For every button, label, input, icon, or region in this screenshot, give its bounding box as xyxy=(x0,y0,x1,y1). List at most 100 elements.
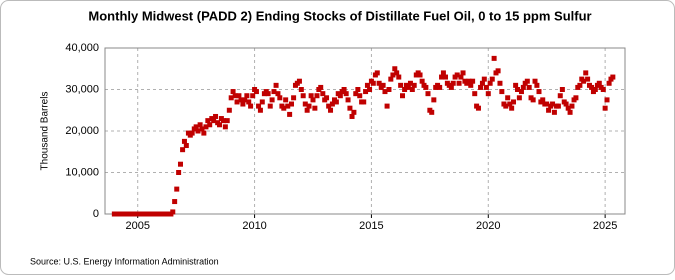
point xyxy=(509,105,515,111)
point xyxy=(425,91,431,97)
point xyxy=(439,74,445,80)
point xyxy=(230,89,236,95)
x-tick-label: 2025 xyxy=(593,220,617,232)
point xyxy=(472,91,478,97)
point xyxy=(269,97,275,103)
point xyxy=(246,99,252,105)
point xyxy=(565,105,571,111)
point xyxy=(390,72,396,78)
point xyxy=(242,97,248,103)
point xyxy=(283,97,289,103)
point xyxy=(423,84,429,90)
point xyxy=(551,109,557,115)
point xyxy=(417,72,423,78)
point xyxy=(298,87,304,92)
point xyxy=(341,87,347,92)
point xyxy=(238,97,244,103)
point xyxy=(328,107,334,113)
point xyxy=(592,87,598,92)
point xyxy=(211,118,217,124)
point xyxy=(217,122,223,128)
point xyxy=(181,138,187,144)
point xyxy=(534,82,540,88)
point xyxy=(347,105,353,111)
point xyxy=(364,82,370,88)
point xyxy=(491,55,497,61)
point xyxy=(195,128,201,134)
point xyxy=(400,93,406,99)
point xyxy=(374,70,380,76)
point xyxy=(253,89,259,95)
x-tick-label: 2020 xyxy=(476,220,500,232)
point xyxy=(281,105,287,111)
point xyxy=(450,80,456,86)
point xyxy=(333,99,339,105)
point xyxy=(312,105,318,111)
point xyxy=(310,97,316,103)
point xyxy=(443,74,449,80)
point xyxy=(244,93,250,99)
point xyxy=(234,99,240,105)
point xyxy=(437,84,443,90)
point xyxy=(460,70,466,76)
point xyxy=(291,95,297,101)
point xyxy=(180,147,186,153)
y-tick-label: 0 xyxy=(93,208,99,220)
x-tick-label: 2010 xyxy=(242,220,266,232)
point xyxy=(343,91,349,97)
point xyxy=(250,93,256,99)
point xyxy=(602,105,608,111)
point xyxy=(232,93,238,99)
point xyxy=(546,107,552,113)
point xyxy=(402,87,408,92)
point xyxy=(577,82,583,88)
x-tick-label: 2005 xyxy=(125,220,149,232)
point xyxy=(458,74,464,80)
point xyxy=(302,101,308,107)
point xyxy=(259,99,265,105)
point xyxy=(203,124,209,130)
point xyxy=(326,103,332,109)
point xyxy=(349,113,355,119)
y-axis-label: Thousand Barrels xyxy=(40,92,51,171)
point xyxy=(495,68,501,74)
point xyxy=(596,80,602,86)
point xyxy=(376,80,382,86)
point xyxy=(257,107,263,113)
point xyxy=(557,93,563,99)
point xyxy=(475,105,481,111)
point xyxy=(478,84,484,90)
point xyxy=(468,82,474,88)
point xyxy=(355,87,361,92)
point xyxy=(176,170,182,175)
point xyxy=(248,103,254,109)
point xyxy=(285,103,291,109)
point xyxy=(520,84,526,90)
point xyxy=(454,72,460,78)
point xyxy=(308,93,314,99)
point xyxy=(224,118,230,124)
point xyxy=(228,95,234,101)
point xyxy=(345,97,351,103)
point xyxy=(589,84,595,90)
point xyxy=(481,76,487,82)
point xyxy=(544,101,550,107)
point xyxy=(394,70,400,76)
point xyxy=(440,70,446,76)
point xyxy=(524,78,530,84)
point xyxy=(600,87,606,92)
point xyxy=(380,82,386,88)
point xyxy=(499,89,505,95)
point xyxy=(197,122,203,128)
point xyxy=(567,109,573,115)
point xyxy=(407,80,413,86)
point xyxy=(275,91,281,97)
point xyxy=(367,87,373,92)
point xyxy=(386,87,392,92)
point xyxy=(604,97,610,103)
point xyxy=(174,186,180,192)
point xyxy=(220,118,226,124)
point xyxy=(320,91,326,97)
point xyxy=(318,84,324,90)
point xyxy=(265,91,271,97)
